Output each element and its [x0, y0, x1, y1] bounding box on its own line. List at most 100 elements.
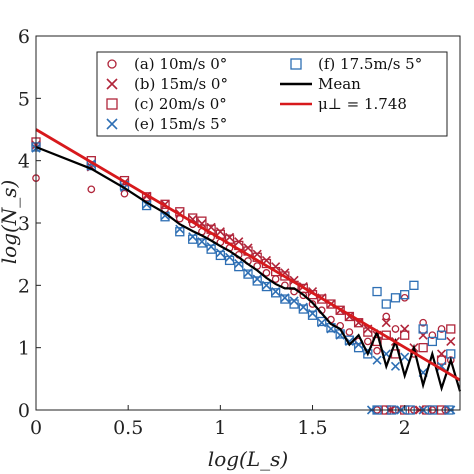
x-tick-label: 1	[214, 417, 226, 439]
data-point	[271, 288, 281, 298]
y-tick-label: 6	[18, 26, 30, 48]
data-point	[391, 325, 400, 333]
data-point	[224, 252, 235, 262]
data-point	[243, 243, 253, 253]
legend-marker	[106, 118, 118, 130]
data-point	[363, 349, 373, 359]
y-tick-label: 5	[18, 88, 30, 110]
data-point	[436, 330, 447, 340]
x-tick-label: 1.5	[297, 417, 327, 439]
legend-marker	[106, 78, 118, 90]
data-point	[261, 281, 272, 292]
data-point	[390, 293, 401, 303]
data-point	[409, 280, 419, 290]
data-point	[308, 300, 317, 308]
data-point	[400, 330, 410, 340]
data-point	[382, 312, 391, 321]
data-point	[234, 258, 244, 269]
y-tick-label: 2	[18, 275, 30, 297]
data-point	[215, 227, 225, 237]
data-point	[400, 352, 410, 362]
y-tick-label: 4	[18, 151, 30, 173]
data-point	[419, 318, 427, 327]
data-point	[317, 316, 327, 327]
legend-marker	[290, 58, 302, 70]
data-point	[418, 324, 428, 334]
data-point	[120, 189, 129, 198]
data-point	[428, 331, 437, 340]
data-point	[446, 324, 456, 334]
data-point	[400, 293, 409, 302]
x-tick-label: 0.5	[113, 417, 143, 439]
data-point	[289, 296, 299, 306]
data-point	[252, 249, 262, 259]
data-point	[436, 355, 447, 365]
series-line-6	[35, 128, 461, 382]
data-point	[175, 227, 185, 237]
data-point	[252, 276, 262, 286]
data-point	[215, 250, 225, 261]
series-0	[32, 174, 455, 414]
data-point	[307, 310, 318, 320]
data-point	[427, 336, 437, 347]
data-point	[345, 328, 354, 336]
data-point	[326, 299, 336, 309]
data-point	[224, 232, 235, 242]
legend-label: (c) 20m/s 0°	[134, 95, 227, 113]
legend-box	[96, 51, 448, 137]
y-tick-label: 1	[18, 338, 30, 360]
legend-label: (e) 15m/s 5°	[134, 115, 227, 133]
data-point	[215, 248, 225, 258]
y-tick-label: 0	[18, 400, 30, 422]
series-4	[31, 142, 456, 415]
data-point	[353, 343, 364, 353]
legend-marker	[107, 59, 117, 69]
data-point	[307, 308, 318, 318]
series-3	[31, 143, 456, 415]
y-tick-label: 3	[18, 213, 30, 235]
x-tick-label: 2	[399, 417, 411, 439]
data-point	[188, 234, 198, 244]
data-point	[418, 343, 428, 353]
legend-label: μ⊥ = 1.748	[318, 95, 407, 113]
data-point	[271, 266, 281, 277]
data-point	[197, 238, 207, 248]
data-point	[298, 302, 308, 312]
legend: (a) 10m/s 0° (b) 15m/s 0° (c) 20m/s 0° (e) …	[96, 51, 448, 137]
data-point	[234, 261, 244, 272]
data-point	[243, 269, 253, 279]
legend-label: Mean	[318, 75, 361, 93]
data-point	[437, 325, 446, 333]
data-point	[298, 304, 308, 314]
legend-marker	[106, 98, 118, 110]
data-point	[262, 269, 271, 277]
plot-marks	[31, 128, 462, 415]
axis-ticks: 0 0.5 1 1.5 2 0 1 2 3 4 5 6	[18, 26, 411, 439]
data-point	[224, 255, 235, 266]
data-point	[381, 299, 391, 309]
data-point	[280, 294, 290, 304]
data-point	[317, 294, 327, 304]
data-point	[390, 361, 401, 371]
data-point	[446, 336, 456, 346]
x-tick-label: 0	[30, 417, 42, 439]
data-point	[206, 242, 216, 252]
data-point	[188, 232, 198, 242]
data-point	[400, 290, 410, 300]
data-point	[280, 271, 290, 281]
data-point	[206, 244, 216, 254]
data-point	[373, 346, 381, 355]
legend-label: (b) 15m/s 0°	[134, 75, 228, 93]
data-point	[289, 299, 299, 309]
data-point	[363, 327, 373, 337]
data-point	[372, 355, 382, 365]
data-point	[372, 286, 382, 297]
y-axis-title: log(N_s)	[0, 180, 21, 265]
data-point	[87, 185, 96, 194]
data-point	[252, 274, 262, 284]
data-point	[197, 216, 207, 226]
legend-label: (a) 10m/s 0°	[134, 55, 227, 73]
series-line-5	[35, 145, 462, 393]
data-point	[363, 337, 372, 346]
